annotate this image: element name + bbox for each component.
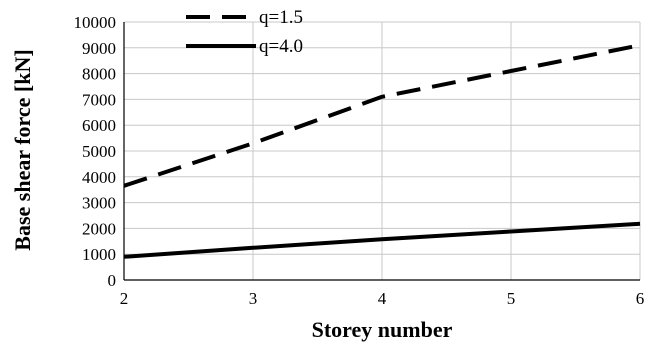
x-tick-label: 5 [507,289,516,308]
axes [123,22,640,281]
x-tick-label: 6 [636,289,645,308]
series-line-2 [123,221,641,259]
y-tick-label: 2000 [82,219,116,238]
y-tick-label: 4000 [82,168,116,187]
y-tick-label: 8000 [82,65,116,84]
x-tick-label: 4 [378,289,387,308]
legend-label-2: q=4.0 [259,36,303,57]
y-tick-label: 5000 [82,142,116,161]
y-gridlines [124,21,640,255]
series-layer [123,43,641,259]
y-axis-title: Base shear force [kN] [10,49,35,250]
legend-label-1: q=1.5 [259,7,303,28]
y-tick-label: 3000 [82,194,116,213]
y-tick-label: 10000 [74,13,117,32]
y-tick-label: 9000 [82,39,116,58]
y-tick-label: 0 [108,271,117,290]
x-tick-label: 3 [249,289,258,308]
series-line-1 [123,43,641,188]
x-axis-title: Storey number [312,317,453,342]
y-tick-label: 7000 [82,90,116,109]
y-tick-label: 6000 [82,116,116,135]
x-tick-labels: 2 3 4 5 6 [120,289,645,308]
x-tick-label: 2 [120,289,129,308]
y-tick-labels: 0 1000 2000 3000 4000 5000 6000 7000 8000 9000 100… [74,13,117,290]
y-tick-label: 1000 [82,245,116,264]
legend: q=1.5 q=4.0 [186,7,303,57]
